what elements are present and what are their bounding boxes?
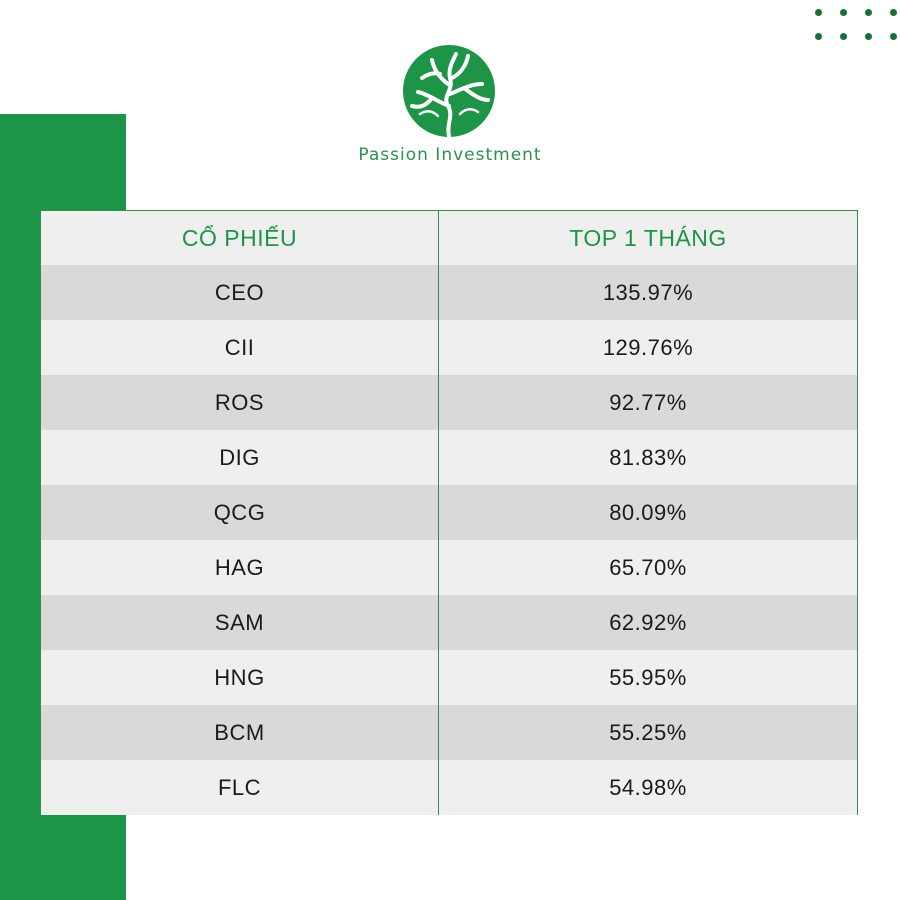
ticker-cell: SAM xyxy=(41,595,439,650)
table-row: DIG 81.83% xyxy=(41,430,857,485)
ticker-cell: HNG xyxy=(41,650,439,705)
ticker-cell: CII xyxy=(41,320,439,375)
brand-name: Passion Investment xyxy=(358,145,542,165)
table-row: CEO 135.97% xyxy=(41,265,857,320)
ticker-cell: HAG xyxy=(41,540,439,595)
dot xyxy=(840,33,847,40)
dot xyxy=(890,9,897,16)
ticker-cell: DIG xyxy=(41,430,439,485)
ticker-cell: BCM xyxy=(41,705,439,760)
dot xyxy=(865,33,872,40)
tree-logo-icon xyxy=(402,44,496,138)
change-cell: 65.70% xyxy=(438,540,857,595)
change-cell: 55.25% xyxy=(438,705,857,760)
change-cell: 80.09% xyxy=(438,485,857,540)
ticker-cell: QCG xyxy=(41,485,439,540)
table-header-row: CỔ PHIẾU TOP 1 THÁNG xyxy=(41,211,857,265)
change-cell: 129.76% xyxy=(438,320,857,375)
header-change: TOP 1 THÁNG xyxy=(438,211,857,265)
ticker-cell: ROS xyxy=(41,375,439,430)
table-row: HAG 65.70% xyxy=(41,540,857,595)
change-cell: 62.92% xyxy=(438,595,857,650)
table-row: ROS 92.77% xyxy=(41,375,857,430)
dot xyxy=(815,33,822,40)
change-cell: 55.95% xyxy=(438,650,857,705)
table-row: CII 129.76% xyxy=(41,320,857,375)
table-row: BCM 55.25% xyxy=(41,705,857,760)
change-cell: 54.98% xyxy=(438,760,857,815)
table-row: HNG 55.95% xyxy=(41,650,857,705)
dot xyxy=(840,9,847,16)
change-cell: 81.83% xyxy=(438,430,857,485)
top-stocks-table: CỔ PHIẾU TOP 1 THÁNG CEO 135.97% CII 129… xyxy=(40,210,858,815)
dot xyxy=(815,9,822,16)
dot xyxy=(890,33,897,40)
change-cell: 92.77% xyxy=(438,375,857,430)
header-ticker: CỔ PHIẾU xyxy=(41,211,439,265)
ticker-cell: FLC xyxy=(41,760,439,815)
decorative-dot-grid xyxy=(815,9,900,49)
ticker-cell: CEO xyxy=(41,265,439,320)
table-row: FLC 54.98% xyxy=(41,760,857,815)
stocks-table: CỔ PHIẾU TOP 1 THÁNG CEO 135.97% CII 129… xyxy=(41,211,857,815)
dot xyxy=(865,9,872,16)
change-cell: 135.97% xyxy=(438,265,857,320)
table-row: SAM 62.92% xyxy=(41,595,857,650)
table-row: QCG 80.09% xyxy=(41,485,857,540)
